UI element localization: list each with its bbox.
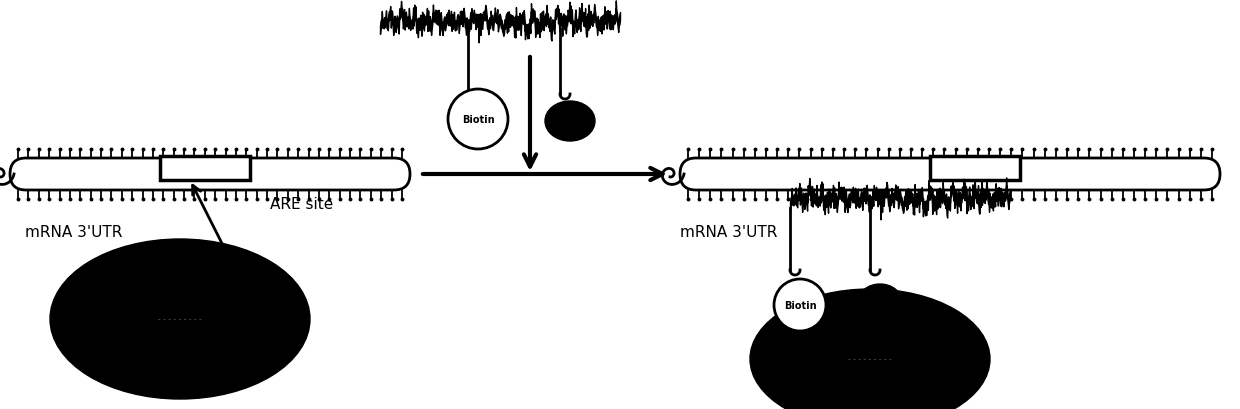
Ellipse shape (546, 102, 595, 142)
Text: Biotin: Biotin (784, 300, 816, 310)
Bar (930, 157, 1021, 180)
Ellipse shape (50, 239, 310, 399)
Circle shape (448, 90, 508, 150)
Ellipse shape (858, 284, 901, 320)
Text: ARE site: ARE site (270, 196, 334, 211)
Text: mRNA 3'UTR: mRNA 3'UTR (25, 225, 123, 239)
Text: Biotin: Biotin (461, 115, 495, 125)
Text: mRNA 3'UTR: mRNA 3'UTR (680, 225, 777, 239)
Text: - - - - - - - - -: - - - - - - - - - (159, 315, 202, 324)
Ellipse shape (750, 289, 990, 409)
Circle shape (774, 279, 826, 331)
Bar (160, 157, 250, 180)
FancyBboxPatch shape (10, 159, 410, 191)
Text: - - - - - - - - -: - - - - - - - - - (848, 355, 892, 364)
FancyBboxPatch shape (680, 159, 1220, 191)
